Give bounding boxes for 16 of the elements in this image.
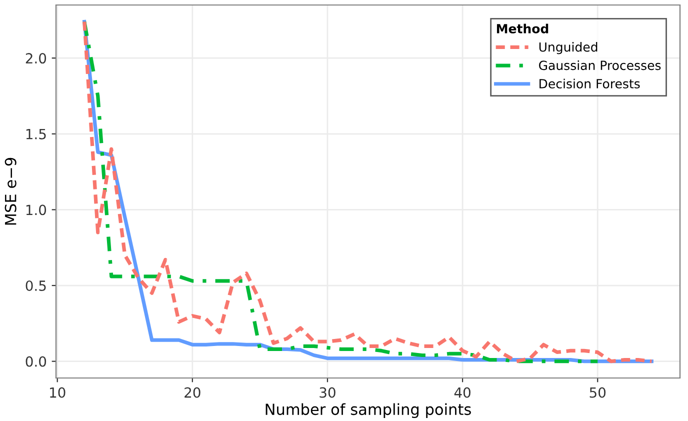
x-tick-label: 10 bbox=[50, 387, 66, 398]
x-tick-label: 20 bbox=[184, 387, 200, 398]
y-tick-label: 0.0 bbox=[26, 356, 46, 367]
legend-label: Unguided bbox=[539, 42, 598, 54]
x-tick-label: 50 bbox=[590, 387, 606, 398]
y-tick-label: 1.5 bbox=[26, 129, 46, 140]
legend-label: Decision Forests bbox=[540, 78, 640, 88]
x-tick-label: 40 bbox=[454, 387, 470, 398]
legend-label: Gaussian Processes bbox=[539, 60, 661, 70]
x-axis-title: Number of sampling points bbox=[266, 403, 471, 418]
y-tick-label: 1.0 bbox=[26, 204, 46, 216]
x-tick-label: 30 bbox=[320, 387, 336, 398]
y-tick-label: 0.5 bbox=[26, 280, 46, 291]
legend-title: Method bbox=[496, 24, 548, 34]
y-axis-title: MSE e−9 bbox=[4, 158, 16, 225]
y-tick-label: 2.0 bbox=[26, 53, 46, 64]
